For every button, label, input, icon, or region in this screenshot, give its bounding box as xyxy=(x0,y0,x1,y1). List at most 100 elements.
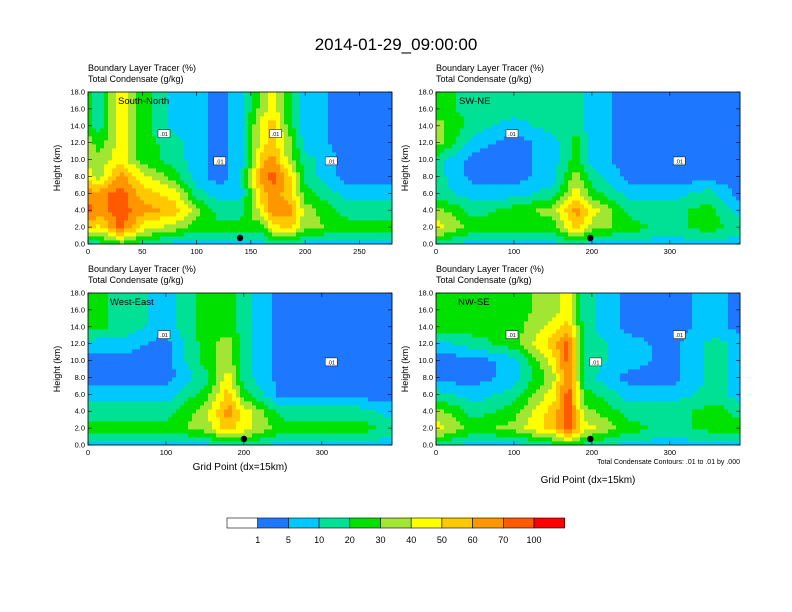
heatmap-cell xyxy=(236,136,241,141)
heatmap-cell xyxy=(332,184,337,189)
heatmap-cell xyxy=(580,196,585,201)
heatmap-cell xyxy=(344,100,349,105)
heatmap-cell xyxy=(436,148,441,153)
heatmap-cell xyxy=(100,212,105,217)
heatmap-cell xyxy=(488,204,493,209)
heatmap-cell xyxy=(560,120,565,125)
heatmap-cell xyxy=(508,112,513,117)
heatmap-cell xyxy=(436,200,441,205)
contour-label: .01 xyxy=(216,159,224,165)
heatmap-cell xyxy=(640,188,645,193)
heatmap-cell xyxy=(236,240,241,245)
heatmap-cell xyxy=(576,176,581,181)
heatmap-cell xyxy=(128,232,133,237)
heatmap-cell xyxy=(460,148,465,153)
heatmap-cell xyxy=(604,160,609,165)
heatmap-cell xyxy=(88,132,93,137)
heatmap-cell xyxy=(560,228,565,233)
heatmap-cell xyxy=(160,216,165,221)
heatmap-cell xyxy=(104,152,109,157)
heatmap-cell xyxy=(380,224,385,229)
heatmap-cell xyxy=(528,192,533,197)
heatmap-cell xyxy=(464,92,469,97)
heatmap-cell xyxy=(616,224,621,229)
heatmap-cell xyxy=(220,212,225,217)
heatmap-cell xyxy=(500,188,505,193)
heatmap-cell xyxy=(88,96,93,101)
heatmap-cell xyxy=(276,152,281,157)
heatmap-cell xyxy=(316,240,321,245)
heatmap-cell xyxy=(584,228,589,233)
heatmap-cell xyxy=(148,160,153,165)
heatmap-cell xyxy=(364,120,369,125)
heatmap-cell xyxy=(644,228,649,233)
heatmap-cell xyxy=(628,92,633,97)
heatmap-cell xyxy=(188,164,193,169)
heatmap-cell xyxy=(328,152,333,157)
heatmap-cell xyxy=(276,208,281,213)
heatmap-cell xyxy=(120,192,125,197)
heatmap-cell xyxy=(600,128,605,133)
heatmap-cell xyxy=(320,104,325,109)
heatmap-cell xyxy=(204,192,209,197)
heatmap-cell xyxy=(196,240,201,245)
heatmap-cell xyxy=(536,140,541,145)
heatmap-cell xyxy=(380,140,385,145)
heatmap-cell xyxy=(148,168,153,173)
heatmap-cell xyxy=(184,172,189,177)
heatmap-cell xyxy=(160,192,165,197)
heatmap-cell xyxy=(216,204,221,209)
heatmap-cell xyxy=(572,212,577,217)
heatmap-cell xyxy=(168,152,173,157)
heatmap-cell xyxy=(136,204,141,209)
heatmap-cell xyxy=(468,164,473,169)
heatmap-cell xyxy=(352,136,357,141)
heatmap-cell xyxy=(584,200,589,205)
heatmap-cell xyxy=(476,108,481,113)
heatmap-cell xyxy=(504,148,509,153)
heatmap-cell xyxy=(256,172,261,177)
heatmap-cell xyxy=(92,192,97,197)
heatmap-cell xyxy=(596,176,601,181)
heatmap-cell xyxy=(192,192,197,197)
heatmap-cell xyxy=(112,136,117,141)
heatmap-cell xyxy=(380,104,385,109)
heatmap-cell xyxy=(244,200,249,205)
heatmap-cell xyxy=(504,176,509,181)
heatmap-cell xyxy=(144,116,149,121)
heatmap-cell xyxy=(364,148,369,153)
heatmap-cell xyxy=(584,184,589,189)
heatmap-cell xyxy=(452,184,457,189)
heatmap-cell xyxy=(608,192,613,197)
heatmap-cell xyxy=(200,112,205,117)
heatmap-cell xyxy=(120,116,125,121)
heatmap-cell xyxy=(556,104,561,109)
heatmap-cell xyxy=(564,140,569,145)
heatmap-cell xyxy=(524,212,529,217)
heatmap-cell xyxy=(620,184,625,189)
heatmap-cell xyxy=(128,112,133,117)
heatmap-cell xyxy=(168,216,173,221)
heatmap-cell xyxy=(524,200,529,205)
heatmap-cell xyxy=(216,96,221,101)
heatmap-cell xyxy=(104,180,109,185)
heatmap-cell xyxy=(148,176,153,181)
heatmap-cell xyxy=(300,216,305,221)
heatmap-cell xyxy=(128,140,133,145)
heatmap-cell xyxy=(324,172,329,177)
heatmap-cell xyxy=(616,184,621,189)
heatmap-cell xyxy=(544,220,549,225)
heatmap-cell xyxy=(604,180,609,185)
heatmap-cell xyxy=(164,204,169,209)
heatmap-cell xyxy=(480,144,485,149)
heatmap-cell xyxy=(440,164,445,169)
heatmap-cell xyxy=(220,236,225,241)
heatmap-cell xyxy=(476,240,481,245)
heatmap-cell xyxy=(316,204,321,209)
heatmap-cell xyxy=(484,176,489,181)
heatmap-cell xyxy=(116,128,121,133)
heatmap-cell xyxy=(608,184,613,189)
heatmap-cell xyxy=(452,108,457,113)
heatmap-cell xyxy=(560,116,565,121)
heatmap-cell xyxy=(508,212,513,217)
